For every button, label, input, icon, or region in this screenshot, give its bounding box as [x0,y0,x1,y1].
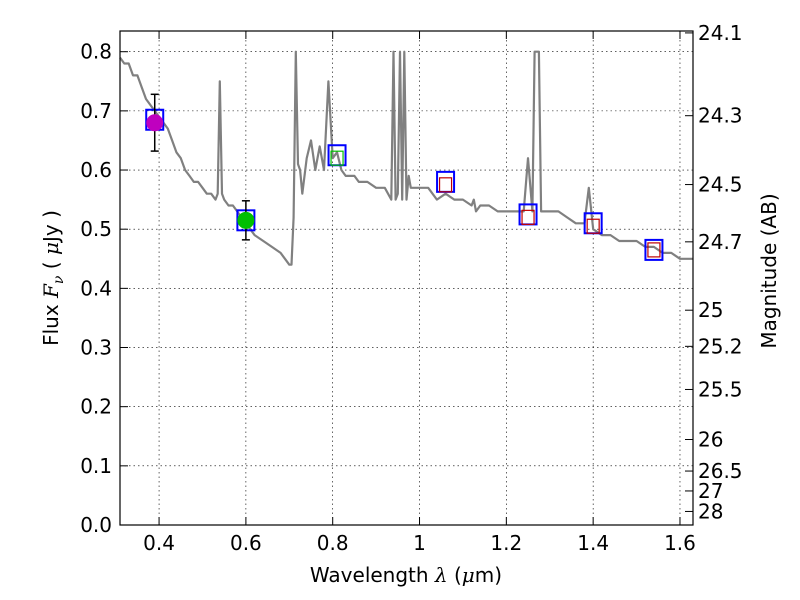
y2-tick-label: 24.3 [698,104,743,128]
y-tick-label: 0.2 [80,395,112,419]
y-tick-label: 0.5 [80,217,112,241]
model-photometry-square [644,238,664,261]
y2-axis-label: Magnitude (AB) [757,193,781,348]
y-tick-label: 0.7 [80,99,112,123]
x-tick-label: 1.6 [664,531,696,555]
y2-tick-label: 25.5 [698,377,743,401]
y2-tick-label: 28 [698,499,723,523]
x-tick-label: 1.2 [490,531,522,555]
grid-lines [120,31,693,525]
y2-tick-label: 26.5 [698,459,743,483]
upper-limit-marker [438,177,453,193]
x-tick-label: 0.4 [143,531,175,555]
y-axis-label: Flux Fν ( μJy ) [39,210,67,346]
x-tick-label: 0.6 [230,531,262,555]
upper-limit-marker [330,150,344,166]
photometry-markers [145,93,664,261]
y-tick-label: 0.0 [80,513,112,537]
sed-model-line [119,50,693,266]
sed-line-layer [119,50,693,266]
y-tick-label: 0.8 [80,40,112,64]
y-tick-label: 0.6 [80,158,112,182]
plot-frame [119,30,694,526]
y2-tick-label: 27 [698,479,723,503]
y2-tick-label: 26 [698,427,723,451]
x-tick-label: 1.4 [577,531,609,555]
y2-tick-label: 25.2 [698,334,743,358]
detection-point [146,114,164,132]
axis-ticks: 0.4 0.6 0.8 1 1.2 1.4 1.6 0.0 0.1 0.2 0.3 0.4 0.5 0.6… [80,21,742,555]
y2-tick-label: 25 [698,298,723,322]
y-tick-label: 0.1 [80,454,112,478]
y2-tick-label: 24.5 [698,173,743,197]
x-tick-label: 1 [413,531,426,555]
upper-limit-marker [521,209,535,225]
y-tick-label: 0.4 [80,276,112,300]
upper-limit-marker [647,242,661,258]
y2-tick-label: 24.1 [698,21,743,45]
y2-tick-label: 24.7 [698,230,743,254]
upper-limit-marker [586,218,600,234]
x-tick-label: 0.8 [317,531,349,555]
detection-point [237,211,255,229]
y-tick-label: 0.3 [80,336,112,360]
x-axis-label: Wavelength λ (μm) [310,563,502,587]
